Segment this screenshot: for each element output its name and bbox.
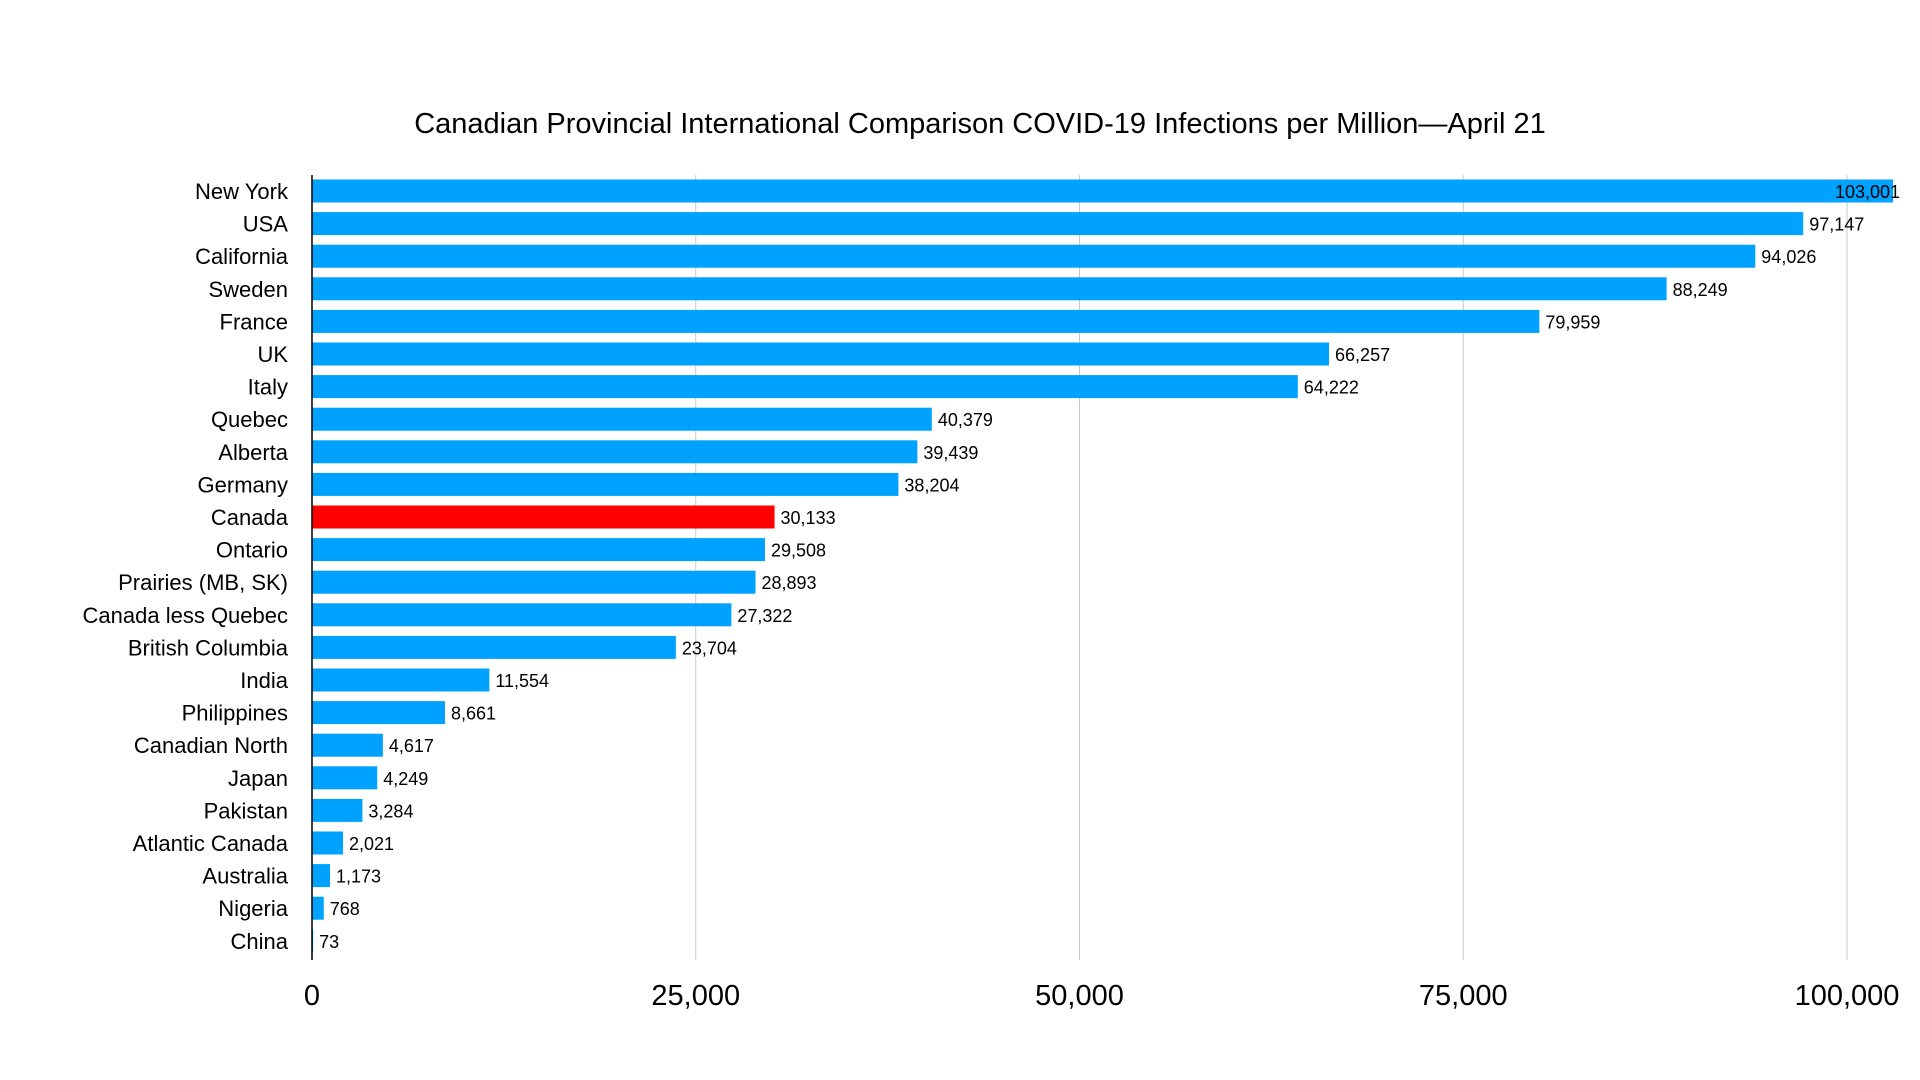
bar [312,277,1667,301]
bar [312,440,918,464]
value-label: 88,249 [1673,280,1728,300]
bar [312,701,445,725]
bar [312,505,775,529]
x-tick-label: 25,000 [651,980,740,1012]
category-label: California [195,244,289,269]
category-label: Canada less Quebec [83,603,288,628]
chart-title: Canadian Provincial International Compar… [414,108,1546,140]
category-label: Quebec [211,407,288,432]
value-label: 97,147 [1809,215,1864,235]
value-label: 3,284 [368,801,413,821]
bar [312,472,899,496]
bar [312,407,932,431]
value-label: 39,439 [923,443,978,463]
bar [312,864,331,888]
bar [312,766,378,790]
category-label: Philippines [182,701,288,726]
value-label: 8,661 [451,704,496,724]
value-label: 66,257 [1335,345,1390,365]
category-label: Australia [202,864,288,889]
bar [312,603,732,627]
value-label: 11,554 [495,671,549,691]
value-label: 4,249 [383,769,428,789]
value-label: 64,222 [1304,378,1359,398]
category-label: Canada [211,505,289,530]
category-label: USA [243,212,289,237]
category-label: Pakistan [204,798,288,823]
x-tick-label: 50,000 [1035,980,1124,1012]
value-label: 27,322 [737,606,792,626]
category-label: New York [195,179,289,204]
category-label: Atlantic Canada [133,831,289,856]
x-tick-label: 75,000 [1419,980,1508,1012]
category-label: Nigeria [218,896,288,921]
value-label: 94,026 [1761,247,1816,267]
category-label: China [231,929,289,954]
category-label: Germany [198,472,288,497]
value-label: 1,173 [336,867,381,887]
bar [312,798,363,822]
value-label: 79,959 [1545,312,1600,332]
category-label: Ontario [216,538,288,563]
value-label: 38,204 [904,475,959,495]
bar [312,375,1298,399]
category-label: Japan [228,766,288,791]
value-label: 40,379 [938,410,993,430]
category-label: Canadian North [134,733,288,758]
category-label: France [220,309,288,334]
x-tick-label: 0 [304,980,320,1012]
value-label: 23,704 [682,638,737,658]
bar [312,538,765,562]
bar [312,179,1894,203]
value-label: 768 [330,899,360,919]
value-label: 2,021 [349,834,394,854]
bar [312,244,1756,268]
value-label: 29,508 [771,541,826,561]
bar [312,668,490,692]
bar [312,896,324,920]
category-label: British Columbia [128,635,289,660]
category-labels: New York USA California Sweden France UK Italy… [83,179,289,954]
category-label: Alberta [218,440,288,465]
value-label: 103,001 [1835,182,1900,202]
category-label: UK [257,342,288,367]
bars [312,179,1894,953]
value-labels: 103,001 97,147 94,026 88,249 79,959 66,257 64,… [319,182,1900,952]
bar [312,309,1540,333]
category-label: Prairies (MB, SK) [118,570,288,595]
value-label: 73 [319,932,339,952]
category-label: Sweden [208,277,288,302]
value-label: 4,617 [389,736,434,756]
value-label: 28,893 [762,573,817,593]
category-label: Italy [248,375,288,400]
bar [312,342,1330,366]
bar [312,570,756,594]
gridlines [695,175,1848,960]
bar [312,212,1804,236]
x-axis-ticks: 0 25,000 50,000 75,000 100,000 [304,980,1899,1012]
bar [312,733,383,757]
x-tick-label: 100,000 [1795,980,1900,1012]
value-label: 30,133 [781,508,836,528]
bar [312,831,344,855]
bar [312,635,676,659]
category-label: India [240,668,288,693]
